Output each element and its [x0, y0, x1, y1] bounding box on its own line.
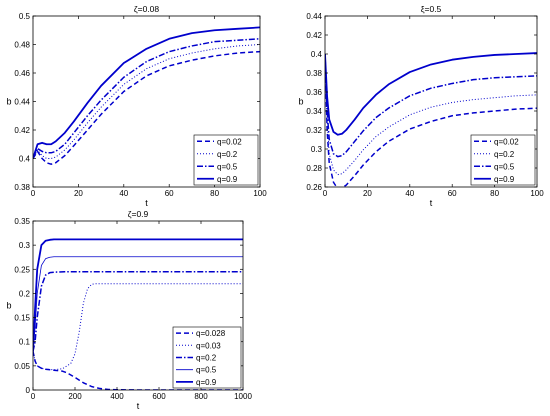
legend-label: q=0.9 — [494, 175, 515, 184]
legend-label: q=0.9 — [217, 175, 238, 184]
y-axis-label: b — [298, 97, 303, 107]
series-line-q=0.9 — [33, 238, 243, 352]
y-tick-label: 0.38 — [14, 183, 30, 192]
legend-label: q=0.9 — [196, 378, 217, 387]
legend-label: q=0.5 — [196, 366, 217, 375]
y-tick-label: 0.48 — [14, 41, 30, 50]
plot-area-frame — [324, 15, 538, 188]
series-line-q=0.03 — [33, 283, 243, 371]
legend: q=0.028 q=0.03 q=0.2 q=0.5 q=0.9 — [172, 326, 242, 389]
chart-title: ξ=0.5 — [421, 4, 442, 14]
series-line-q=0.2 — [33, 44, 260, 159]
legend-label: q=0.028 — [196, 329, 226, 338]
legend-label: q=0.5 — [217, 162, 238, 171]
series-line-q=0.5 — [325, 53, 537, 158]
chart-panel-3: 0 200 400 600 800 1000 0 0.05 0.1 0.15 0.2 0.25 0.3 0… — [6, 209, 252, 411]
legend-label: q=0.5 — [494, 162, 515, 171]
series-line-q=0.5 — [33, 256, 243, 352]
series-line-q=0.5 — [33, 38, 260, 159]
y-axis-label: b — [6, 97, 11, 107]
legend-label: q=0.2 — [494, 150, 515, 159]
legend: q=0.02 q=0.2 q=0.5 q=0.9 — [470, 134, 536, 186]
legend-label: q=0.2 — [217, 150, 238, 159]
y-tick-label: 0.05 — [14, 362, 30, 371]
x-tick-label: 80 — [210, 189, 219, 198]
y-tick-label: 0.26 — [306, 183, 322, 192]
legend: q=0.02 q=0.2 q=0.5 q=0.9 — [193, 134, 259, 186]
x-tick-label: 0 — [323, 189, 328, 198]
y-tick-label: 0.5 — [19, 12, 31, 21]
legend-label: q=0.03 — [196, 341, 221, 350]
y-axis-label: b — [6, 301, 11, 311]
y-tick-label: 0.42 — [14, 126, 30, 135]
plot-area-frame — [32, 220, 244, 391]
legend-box — [470, 134, 536, 186]
x-tick-label: 100 — [253, 189, 267, 198]
chart-panel-2: 0 20 40 60 80 100 0.26 0.28 0.3 0.32 0.34 0.36 0.38 0… — [298, 4, 544, 208]
chart-panel-1: 0 20 40 60 80 100 0.38 0.4 0.42 0.44 0.46 0.48 0.5 ζ=… — [6, 4, 267, 208]
y-tick-label: 0.3 — [311, 145, 323, 154]
x-tick-label: 20 — [363, 189, 372, 198]
y-tick-label: 0.2 — [19, 289, 31, 298]
x-tick-label: 0 — [31, 189, 36, 198]
y-tick-label: 0.36 — [306, 88, 322, 97]
legend-label: q=0.02 — [494, 137, 519, 146]
series-line-q=0.9 — [325, 52, 537, 136]
y-tick-label: 0.4 — [19, 155, 31, 164]
x-tick-label: 1000 — [234, 392, 252, 401]
y-tick-label: 0.1 — [19, 338, 31, 347]
y-tick-label: 0.46 — [14, 69, 30, 78]
y-tick-label: 0.42 — [306, 31, 322, 40]
x-axis-label: t — [145, 198, 148, 208]
legend-label: q=0.02 — [217, 137, 242, 146]
x-tick-label: 100 — [530, 189, 544, 198]
y-tick-label: 0.35 — [14, 217, 30, 226]
y-tick-label: 0.4 — [311, 50, 323, 59]
x-tick-label: 40 — [119, 189, 128, 198]
x-tick-label: 600 — [152, 392, 166, 401]
y-tick-label: 0.3 — [19, 241, 31, 250]
y-tick-label: 0.34 — [306, 107, 322, 116]
y-tick-label: 0.28 — [306, 164, 322, 173]
chart-title: ζ=0.08 — [134, 4, 160, 14]
y-tick-label: 0.32 — [306, 126, 322, 135]
x-tick-label: 800 — [194, 392, 208, 401]
y-tick-label: 0.44 — [14, 98, 30, 107]
legend-label: q=0.2 — [196, 354, 217, 363]
y-tick-label: 0 — [26, 386, 31, 395]
legend-box — [193, 134, 259, 186]
y-tick-label: 0.25 — [14, 265, 30, 274]
x-tick-label: 0 — [31, 392, 36, 401]
x-tick-label: 60 — [448, 189, 457, 198]
x-axis-label: t — [430, 198, 433, 208]
y-tick-label: 0.44 — [306, 12, 322, 21]
x-axis-label: t — [137, 401, 140, 411]
x-tick-label: 20 — [74, 189, 83, 198]
x-tick-label: 80 — [490, 189, 499, 198]
y-tick-label: 0.15 — [14, 314, 30, 323]
series-line-q=0.2 — [325, 53, 537, 176]
x-tick-label: 40 — [405, 189, 414, 198]
x-tick-label: 200 — [68, 392, 82, 401]
x-tick-label: 400 — [110, 392, 124, 401]
x-tick-label: 60 — [165, 189, 174, 198]
series-line-q=0.9 — [33, 26, 260, 159]
chart-title: ζ=0.9 — [128, 209, 149, 219]
y-tick-label: 0.38 — [306, 69, 322, 78]
